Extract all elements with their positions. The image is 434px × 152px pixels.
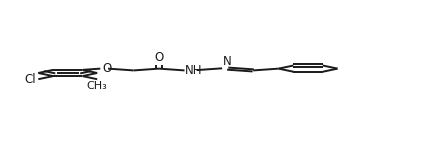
- Text: O: O: [155, 51, 164, 64]
- Text: CH₃: CH₃: [87, 81, 108, 91]
- Text: O: O: [102, 62, 111, 75]
- Text: N: N: [223, 55, 232, 68]
- Text: Cl: Cl: [25, 73, 36, 86]
- Text: NH: NH: [185, 64, 203, 77]
